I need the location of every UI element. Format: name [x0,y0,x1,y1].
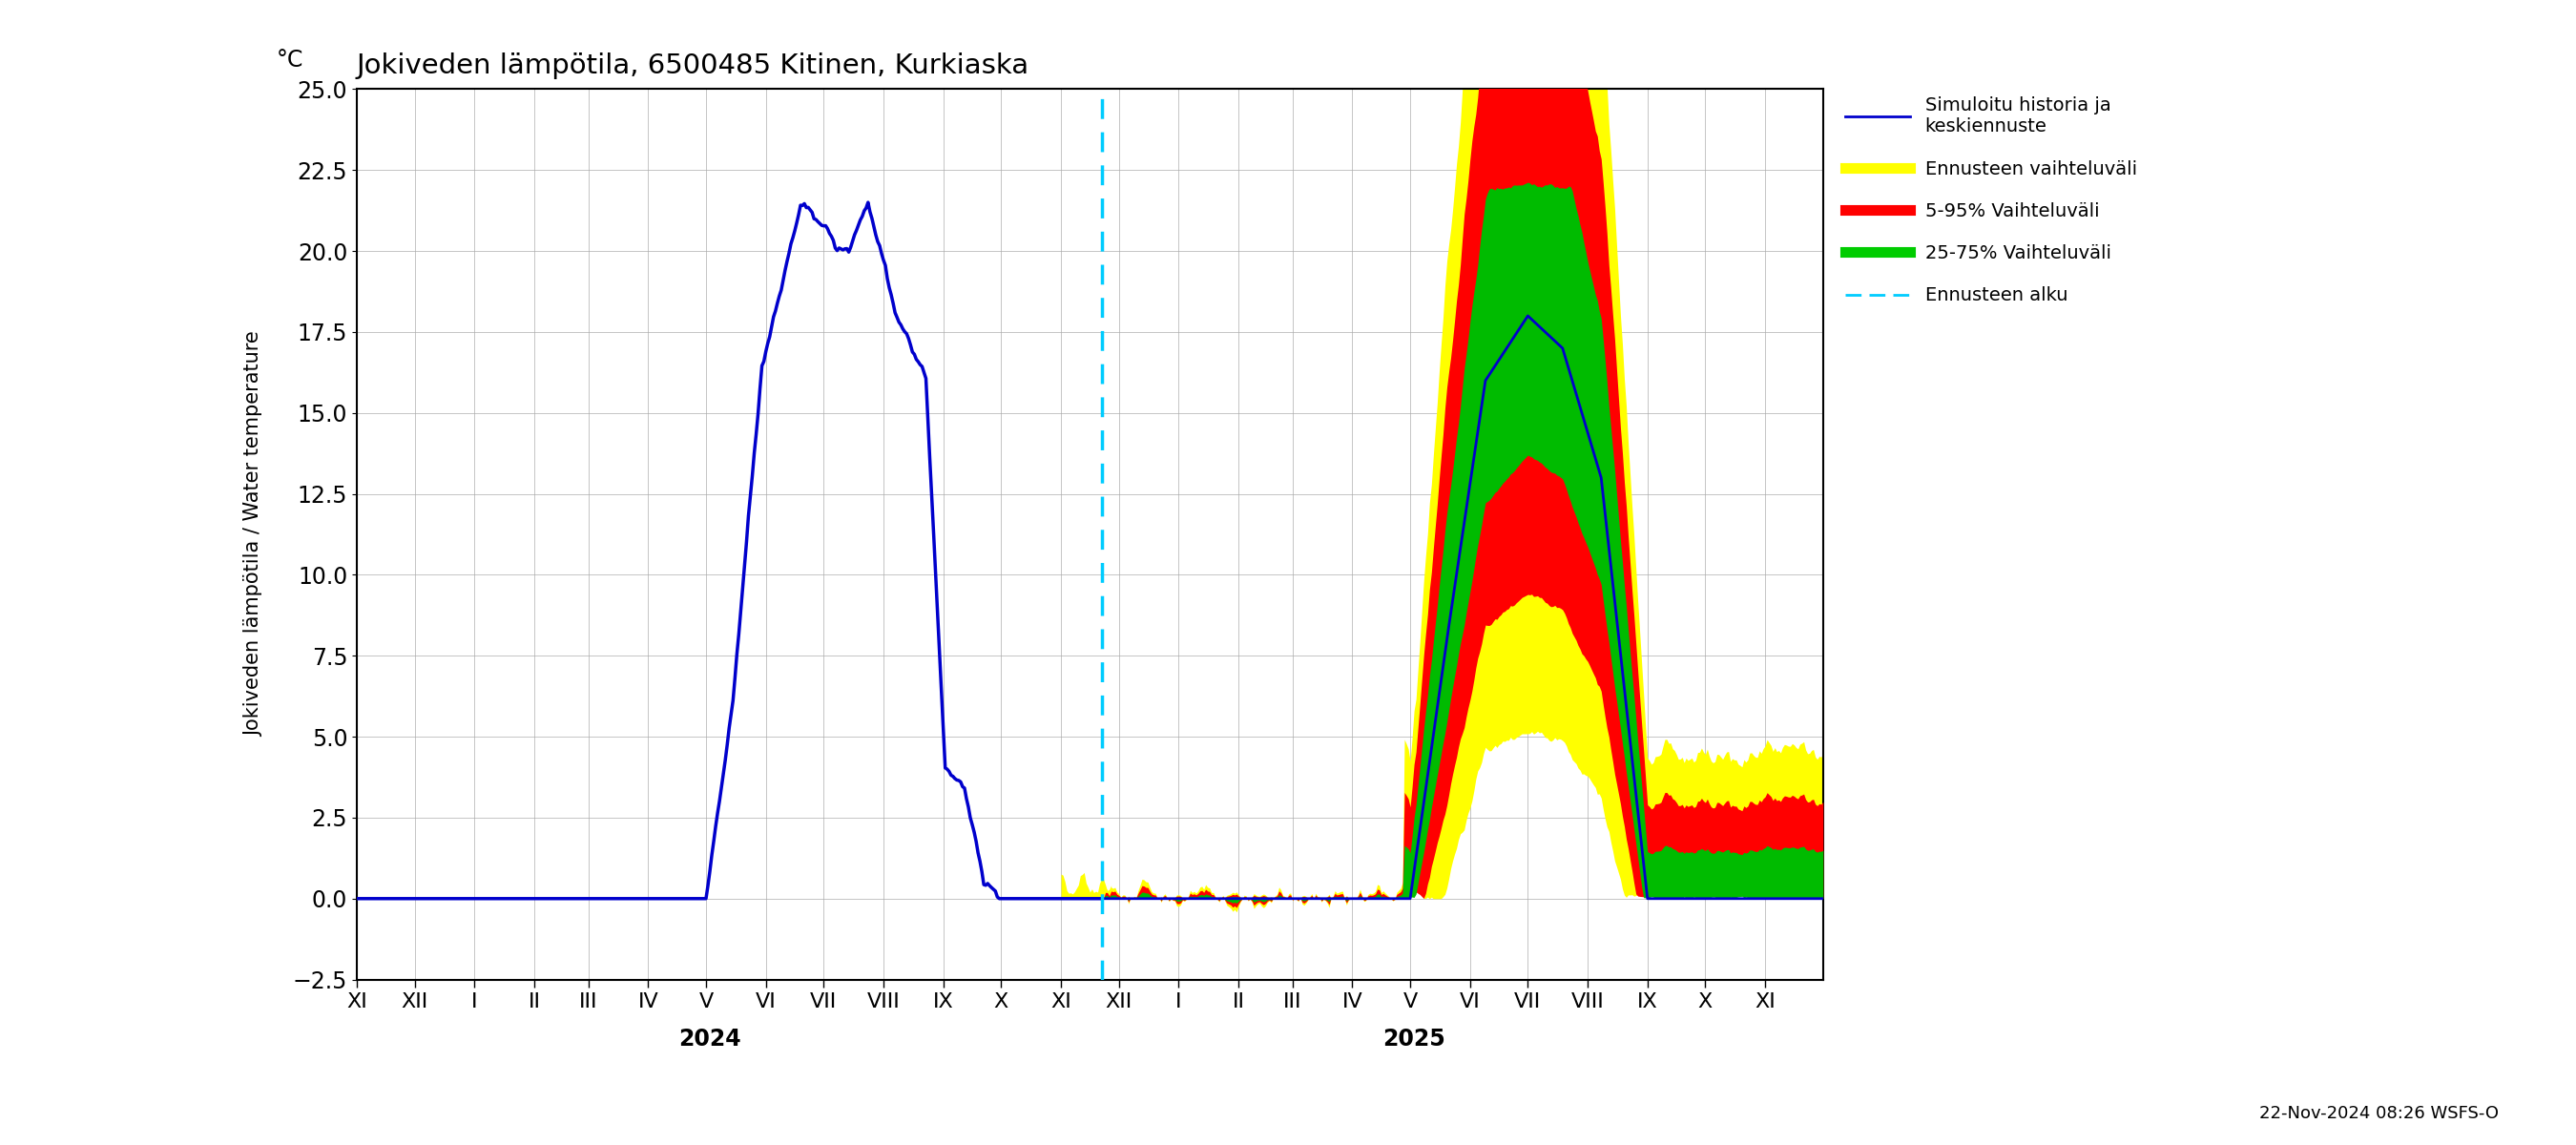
Text: 2025: 2025 [1383,1028,1445,1051]
Text: 22-Nov-2024 08:26 WSFS-O: 22-Nov-2024 08:26 WSFS-O [2259,1105,2499,1122]
Text: 2024: 2024 [677,1028,742,1051]
Text: Jokiveden lämpötila, 6500485 Kitinen, Kurkiaska: Jokiveden lämpötila, 6500485 Kitinen, Ku… [358,53,1030,79]
Legend: Simuloitu historia ja
keskiennuste, Ennusteen vaihteluväli, 5-95% Vaihteluväli, : Simuloitu historia ja keskiennuste, Ennu… [1837,89,2143,313]
Text: Jokiveden lämpötila / Water temperature: Jokiveden lämpötila / Water temperature [245,332,263,737]
Text: °C: °C [276,48,304,71]
